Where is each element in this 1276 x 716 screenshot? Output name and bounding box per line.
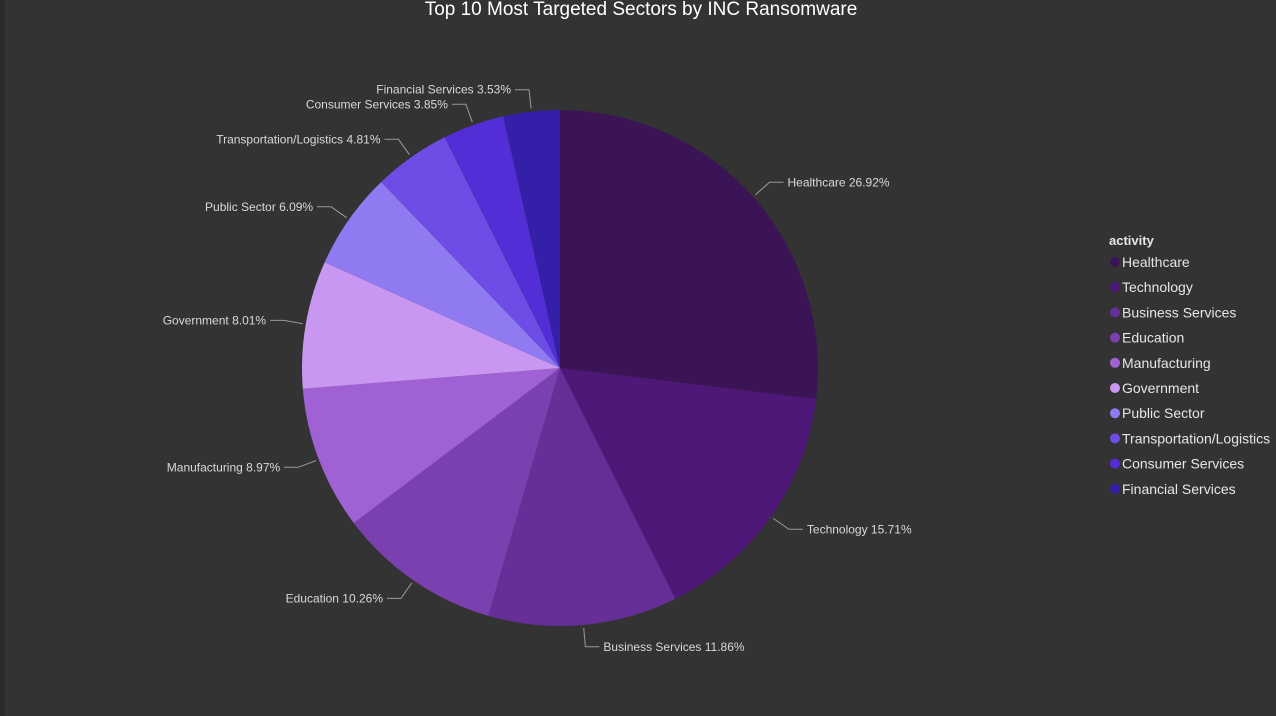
- leader-line-manufacturing: [284, 460, 317, 468]
- legend-title: activity: [1109, 233, 1155, 248]
- leader-line-business-services: [583, 627, 600, 648]
- legend-label-education[interactable]: Education: [1122, 330, 1184, 346]
- pie-slices: [301, 109, 819, 627]
- leader-line-consumer-services: [451, 103, 473, 123]
- chart-title: Top 10 Most Targeted Sectors by INC Rans…: [425, 0, 858, 20]
- slice-public-sector[interactable]: [324, 182, 560, 368]
- legend-marker-financial-services[interactable]: [1110, 483, 1120, 494]
- legend-label-healthcare[interactable]: Healthcare: [1122, 254, 1190, 270]
- legend-marker-public-sector[interactable]: [1110, 408, 1120, 419]
- slice-label-consumer-services: Consumer Services 3.85%: [306, 97, 448, 111]
- legend-label-public-sector[interactable]: Public Sector: [1122, 405, 1205, 421]
- slice-label-education: Education 10.26%: [286, 591, 384, 605]
- slice-education[interactable]: [353, 368, 560, 616]
- slice-label-financial-services: Financial Services 3.53%: [376, 83, 511, 97]
- slice-label-technology: Technology 15.71%: [807, 522, 912, 536]
- legend-marker-technology[interactable]: [1110, 282, 1120, 293]
- legend-label-financial-services[interactable]: Financial Services: [1122, 481, 1236, 497]
- legend-marker-transportation-logistics[interactable]: [1110, 433, 1120, 444]
- legend-label-transportation-logistics[interactable]: Transportation/Logistics: [1122, 430, 1270, 446]
- slice-label-transportation-logistics: Transportation/Logistics 4.81%: [216, 132, 381, 146]
- left-edge-strip: [0, 0, 5, 716]
- legend-label-manufacturing[interactable]: Manufacturing: [1122, 355, 1211, 371]
- leader-line-government: [270, 319, 303, 325]
- slice-consumer-services[interactable]: [444, 116, 560, 368]
- slice-technology[interactable]: [560, 368, 817, 599]
- legend-marker-business-services[interactable]: [1110, 307, 1120, 318]
- legend: activity Healthcare Technology Business Se…: [1109, 233, 1270, 497]
- slice-label-healthcare: Healthcare 26.92%: [788, 175, 890, 189]
- legend-label-technology[interactable]: Technology: [1122, 279, 1193, 295]
- legend-marker-healthcare[interactable]: [1110, 257, 1120, 267]
- slice-financial-services[interactable]: [503, 110, 560, 368]
- leader-line-technology: [773, 517, 803, 530]
- leader-line-public-sector: [317, 206, 347, 219]
- slice-label-public-sector: Public Sector 6.09%: [205, 200, 313, 214]
- legend-marker-manufacturing[interactable]: [1110, 357, 1120, 368]
- slice-label-manufacturing: Manufacturing 8.97%: [167, 460, 281, 474]
- leader-line-healthcare: [754, 181, 784, 196]
- slice-government[interactable]: [301, 262, 560, 389]
- slice-transportation-logistics[interactable]: [381, 137, 560, 368]
- slice-labels: Healthcare 26.92% Technology 15.71% Busine…: [163, 83, 912, 654]
- slice-label-business-services: Business Services 11.86%: [603, 640, 745, 654]
- leader-line-education: [387, 582, 413, 599]
- legend-items: Healthcare Technology Business Services Edu…: [1110, 254, 1270, 497]
- legend-label-business-services[interactable]: Business Services: [1122, 304, 1236, 320]
- slice-healthcare[interactable]: [560, 109, 819, 400]
- leader-line-financial-services: [515, 89, 532, 109]
- leader-line-transportation-logistics: [384, 138, 410, 156]
- legend-marker-consumer-services[interactable]: [1110, 458, 1120, 469]
- legend-marker-education[interactable]: [1110, 332, 1120, 343]
- slice-leader-lines: [270, 89, 803, 648]
- legend-label-government[interactable]: Government: [1122, 380, 1199, 396]
- slice-label-government: Government 8.01%: [163, 313, 267, 327]
- legend-marker-government[interactable]: [1110, 383, 1120, 393]
- legend-label-consumer-services[interactable]: Consumer Services: [1122, 456, 1244, 472]
- slice-business-services[interactable]: [488, 368, 676, 627]
- slice-manufacturing[interactable]: [302, 368, 560, 523]
